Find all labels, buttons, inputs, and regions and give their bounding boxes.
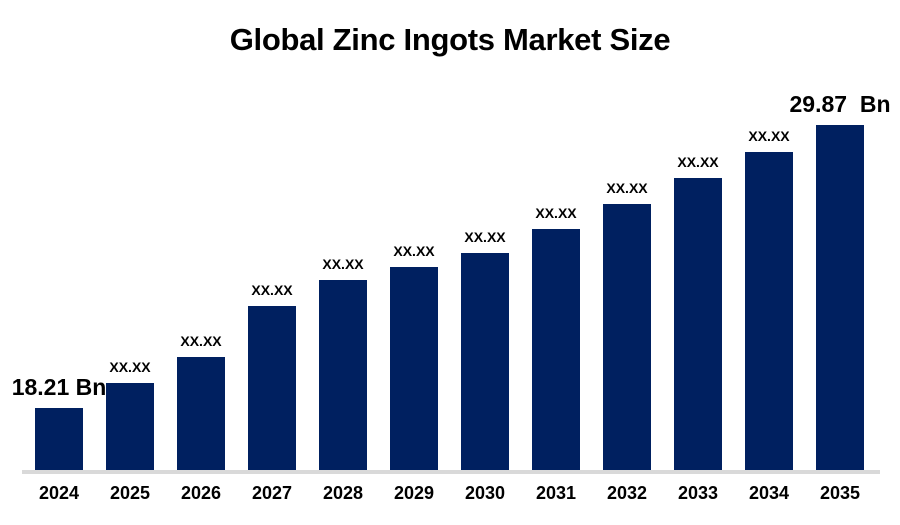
x-tick-2030: 2030	[464, 483, 506, 503]
x-tick-2035: 2035	[819, 483, 861, 503]
bar-value-label-2033: XX.XX	[677, 153, 719, 170]
bar-2034	[745, 152, 793, 470]
bar-value-label-2027: XX.XX	[251, 281, 293, 298]
bar-2024	[35, 408, 83, 470]
x-tick-2029: 2029	[393, 483, 435, 503]
bar-2031	[532, 229, 580, 470]
bar-2035	[816, 125, 864, 470]
bar-value-label-2028: XX.XX	[322, 255, 364, 272]
bar-2026	[177, 357, 225, 470]
bar-2029	[390, 267, 438, 470]
x-tick-2034: 2034	[748, 483, 790, 503]
bar-2032	[603, 204, 651, 470]
bar-2028	[319, 280, 367, 470]
bar-value-label-2026: XX.XX	[180, 332, 222, 349]
bar-value-label-2025: XX.XX	[109, 358, 151, 375]
bar-value-label-2032: XX.XX	[606, 179, 648, 196]
bar-value-label-2029: XX.XX	[393, 242, 435, 259]
x-tick-2032: 2032	[606, 483, 648, 503]
x-tick-2027: 2027	[251, 483, 293, 503]
x-tick-2028: 2028	[322, 483, 364, 503]
bar-2025	[106, 383, 154, 470]
bar-2030	[461, 253, 509, 470]
chart-title: Global Zinc Ingots Market Size	[229, 22, 671, 57]
x-axis-line	[22, 470, 880, 474]
bar-2033	[674, 178, 722, 470]
x-tick-2031: 2031	[535, 483, 577, 503]
x-tick-2033: 2033	[677, 483, 719, 503]
x-tick-2026: 2026	[180, 483, 222, 503]
bar-2027	[248, 306, 296, 470]
bar-value-label-2031: XX.XX	[535, 204, 577, 221]
bar-value-label-2034: XX.XX	[748, 127, 790, 144]
bar-value-label-2024: 18.21 Bn	[11, 373, 107, 400]
bar-value-label-2035: 29.87 Bn	[789, 90, 891, 117]
x-tick-2025: 2025	[109, 483, 151, 503]
x-tick-2024: 2024	[38, 483, 80, 503]
bar-value-label-2030: XX.XX	[464, 228, 506, 245]
